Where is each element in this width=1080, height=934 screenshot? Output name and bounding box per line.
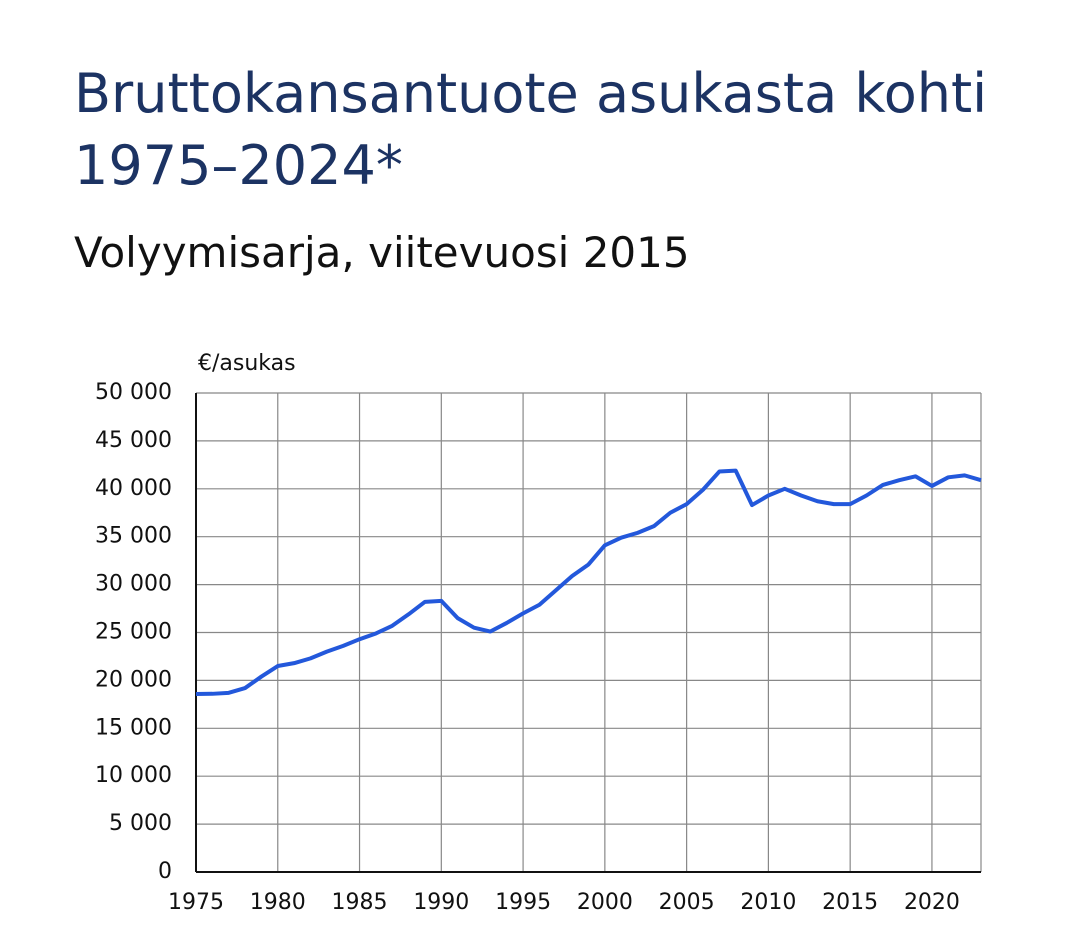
x-tick-label: 1990 — [413, 890, 469, 915]
data-line — [195, 468, 982, 697]
chart-title: Bruttokansantuote asukasta kohti 1975–20… — [74, 62, 988, 197]
x-tick-label: 2020 — [904, 890, 960, 915]
x-tick-label: 2010 — [740, 890, 796, 915]
y-tick-label: 40 000 — [95, 476, 172, 501]
y-tick-label: 0 — [158, 859, 172, 884]
y-axis-label: €/asukas — [198, 351, 296, 376]
y-tick-label: 35 000 — [95, 524, 172, 549]
y-tick-label: 50 000 — [95, 380, 172, 405]
x-tick-label: 2015 — [822, 890, 878, 915]
y-tick-label: 5 000 — [109, 811, 172, 836]
x-tick-label: 1975 — [168, 890, 224, 915]
x-tick-label: 2000 — [577, 890, 633, 915]
y-tick-label: 15 000 — [95, 715, 172, 740]
x-tick-label: 2005 — [659, 890, 715, 915]
chart-subtitle: Volyymisarja, viitevuosi 2015 — [74, 228, 690, 277]
x-tick-label: 1995 — [495, 890, 551, 915]
y-tick-label: 10 000 — [95, 763, 172, 788]
y-tick-label: 45 000 — [95, 428, 172, 453]
y-tick-label: 30 000 — [95, 572, 172, 597]
x-tick-label: 1985 — [332, 890, 388, 915]
x-tick-label: 1980 — [250, 890, 306, 915]
y-tick-label: 20 000 — [95, 667, 172, 692]
y-tick-label: 25 000 — [95, 620, 172, 645]
